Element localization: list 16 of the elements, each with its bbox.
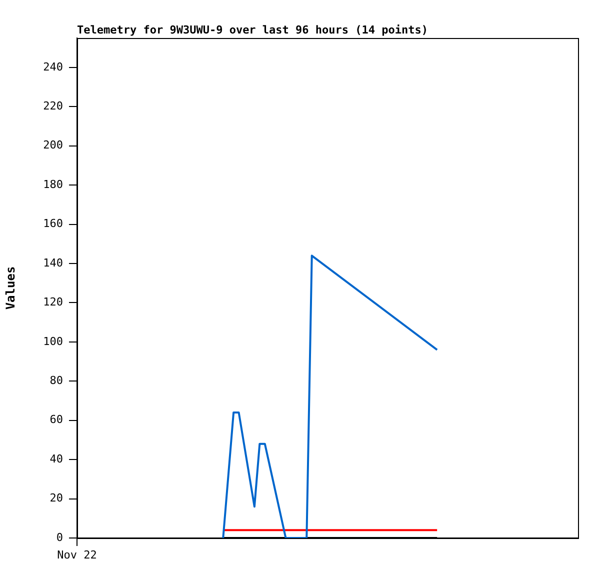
- y-tick-label: 200: [43, 138, 63, 152]
- y-tick-label: 20: [50, 492, 63, 505]
- y-tick-label: 100: [43, 334, 63, 348]
- y-tick-label: 220: [43, 99, 63, 112]
- chart-title: Telemetry for 9W3UWU-9 over last 96 hours (14 points): [77, 23, 428, 36]
- x-tick-label: Nov 22: [57, 548, 97, 562]
- y-tick-label: 180: [43, 178, 63, 191]
- y-tick-label: 80: [50, 374, 63, 387]
- y-tick-label: 40: [50, 452, 63, 466]
- y-tick-label: 240: [43, 60, 63, 74]
- y-tick-label: 140: [43, 256, 63, 270]
- y-tick-label: 0: [56, 530, 63, 544]
- y-axis-title: Values: [3, 266, 18, 310]
- y-tick-label: 120: [43, 296, 63, 309]
- y-tick-label: 160: [43, 217, 63, 230]
- y-tick-label: 60: [50, 413, 63, 426]
